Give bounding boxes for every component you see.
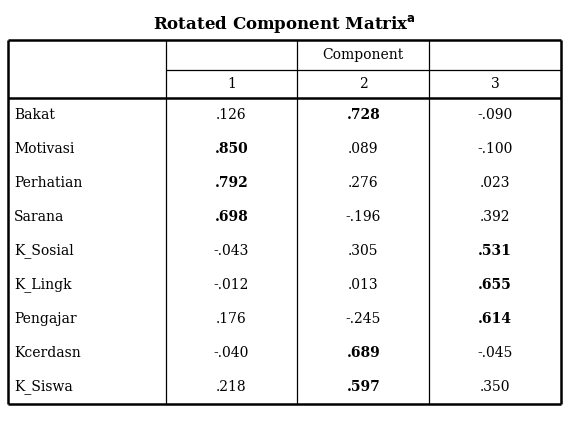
Text: -.090: -.090 — [477, 108, 513, 122]
Text: -.012: -.012 — [214, 278, 249, 292]
Text: -.196: -.196 — [345, 210, 381, 224]
Text: .023: .023 — [480, 176, 510, 190]
Text: .655: .655 — [478, 278, 512, 292]
Text: .792: .792 — [215, 176, 249, 190]
Text: .013: .013 — [348, 278, 378, 292]
Text: Kcerdasn: Kcerdasn — [14, 346, 81, 360]
Text: Bakat: Bakat — [14, 108, 55, 122]
Text: K_Sosial: K_Sosial — [14, 244, 74, 258]
Text: 3: 3 — [490, 77, 500, 91]
Text: .126: .126 — [216, 108, 247, 122]
Text: -.045: -.045 — [477, 346, 513, 360]
Text: Component: Component — [323, 48, 404, 62]
Text: -.040: -.040 — [214, 346, 249, 360]
Text: .089: .089 — [348, 142, 378, 156]
Text: .698: .698 — [215, 210, 249, 224]
Text: .531: .531 — [478, 244, 512, 258]
Text: .689: .689 — [347, 346, 380, 360]
Text: .218: .218 — [216, 380, 247, 394]
Text: -.043: -.043 — [214, 244, 249, 258]
Text: .728: .728 — [347, 108, 380, 122]
Text: .350: .350 — [480, 380, 510, 394]
Text: -.245: -.245 — [345, 312, 381, 326]
Text: .614: .614 — [478, 312, 512, 326]
Text: Perhatian: Perhatian — [14, 176, 83, 190]
Text: -.100: -.100 — [477, 142, 513, 156]
Text: .276: .276 — [348, 176, 378, 190]
Text: .176: .176 — [216, 312, 247, 326]
Text: .392: .392 — [480, 210, 510, 224]
Text: 1: 1 — [227, 77, 236, 91]
Text: K_Siswa: K_Siswa — [14, 379, 73, 394]
Text: .597: .597 — [347, 380, 380, 394]
Text: Rotated Component Matrix$^{\mathbf{a}}$: Rotated Component Matrix$^{\mathbf{a}}$ — [153, 13, 416, 35]
Text: Motivasi: Motivasi — [14, 142, 75, 156]
Text: K_Lingk: K_Lingk — [14, 278, 72, 293]
Text: Sarana: Sarana — [14, 210, 64, 224]
Text: Pengajar: Pengajar — [14, 312, 77, 326]
Text: 2: 2 — [359, 77, 368, 91]
Text: .305: .305 — [348, 244, 378, 258]
Text: .850: .850 — [215, 142, 249, 156]
